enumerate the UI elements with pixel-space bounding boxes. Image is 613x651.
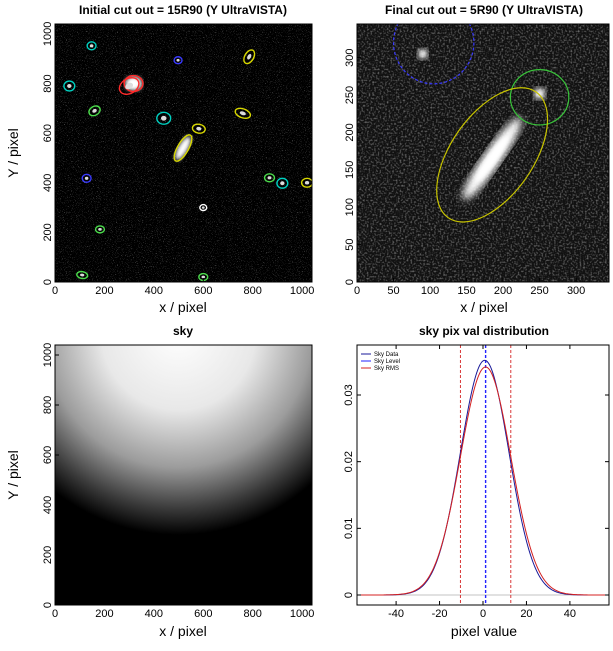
x-tick-label: 150 (457, 285, 475, 297)
panel-b-xlabel: x / pixel (460, 299, 507, 315)
panel-c-title: sky (173, 324, 193, 338)
y-tick-label: 0.03 (343, 384, 355, 405)
panel-initial-cutout: Initial cut out = 15R90 (Y UltraVISTA) 0… (5, 3, 314, 315)
panel-d-plot-area (357, 345, 609, 605)
x-tick-label: 0 (354, 285, 360, 297)
x-tick-label: 1000 (290, 608, 314, 620)
panel-sky-distribution: sky pix val distribution -40 -20 0 20 40 0 0.0… (343, 324, 609, 639)
x-tick-label: 600 (194, 285, 212, 297)
y-tick-label: 50 (344, 238, 356, 250)
x-tick-label: 50 (387, 285, 399, 297)
source-core (305, 181, 309, 185)
x-tick-label: 40 (564, 608, 576, 620)
x-tick-label: 100 (421, 285, 439, 297)
y-tick-label: 800 (42, 74, 54, 92)
source-core (90, 44, 94, 47)
y-tick-label: 1000 (42, 22, 54, 46)
y-tick-label: 0 (343, 592, 355, 598)
y-tick-label: 800 (42, 396, 54, 414)
y-tick-label: 0 (42, 279, 54, 285)
x-tick-label: 800 (244, 608, 262, 620)
panel-a-title: Initial cut out = 15R90 (Y UltraVISTA) (79, 3, 287, 17)
panel-c-image (55, 345, 312, 605)
x-tick-label: 1000 (290, 285, 314, 297)
x-tick-label: 200 (95, 608, 113, 620)
panel-b-noise (357, 24, 609, 282)
y-tick-label: 200 (42, 546, 54, 564)
y-tick-label: 1000 (42, 343, 54, 367)
source-core (202, 206, 205, 208)
y-tick-label: 200 (42, 223, 54, 241)
legend-label: Sky Data (374, 352, 399, 358)
x-tick-label: 400 (145, 608, 163, 620)
panel-c-xlabel: x / pixel (159, 623, 206, 639)
y-tick-label: 400 (42, 496, 54, 514)
x-tick-label: 20 (520, 608, 532, 620)
y-tick-label: 150 (344, 161, 356, 179)
y-tick-label: 0.02 (343, 451, 355, 472)
x-tick-label: 400 (145, 285, 163, 297)
source-core (67, 84, 71, 88)
y-tick-label: 250 (344, 86, 356, 104)
x-tick-label: -40 (388, 608, 404, 620)
y-tick-label: 100 (344, 198, 356, 216)
x-tick-label: 200 (494, 285, 512, 297)
panel-c-ylabel: Y / pixel (5, 450, 21, 500)
x-tick-label: 800 (244, 285, 262, 297)
panel-sky: sky 0 200 400 600 800 1000 0 200 400 600 800 1000 x… (5, 324, 314, 639)
panel-a-xlabel: x / pixel (159, 299, 206, 315)
y-tick-label: 0 (344, 279, 356, 285)
source-core (161, 116, 167, 121)
y-tick-label: 0.01 (343, 518, 355, 539)
y-tick-label: 200 (344, 123, 356, 141)
source-core (268, 176, 272, 179)
x-tick-label: 300 (567, 285, 585, 297)
y-tick-label: 600 (42, 124, 54, 142)
y-tick-label: 300 (344, 48, 356, 66)
x-tick-label: 0 (52, 608, 58, 620)
galaxy-core (420, 51, 426, 57)
x-tick-label: 600 (194, 608, 212, 620)
panel-d-title: sky pix val distribution (419, 324, 549, 338)
x-tick-label: 250 (530, 285, 548, 297)
source-core (98, 228, 102, 231)
source-core (176, 59, 179, 62)
x-tick-label: 0 (480, 608, 486, 620)
legend-label: Sky RMS (374, 366, 399, 372)
panel-final-cutout: Final cut out = 5R90 (Y UltraVISTA) 0 50 1… (344, 2, 609, 315)
panel-d-xlabel: pixel value (451, 623, 517, 639)
panel-a-ylabel: Y / pixel (5, 128, 21, 178)
source-core (280, 181, 284, 185)
y-tick-label: 0 (42, 602, 54, 608)
y-tick-label: 400 (42, 174, 54, 192)
source-core (85, 177, 89, 180)
x-tick-label: 200 (95, 285, 113, 297)
x-tick-label: 0 (52, 285, 58, 297)
y-tick-label: 600 (42, 446, 54, 464)
legend-label: Sky Level (374, 359, 400, 365)
panel-b-title: Final cut out = 5R90 (Y UltraVISTA) (385, 3, 583, 17)
x-tick-label: -20 (432, 608, 448, 620)
